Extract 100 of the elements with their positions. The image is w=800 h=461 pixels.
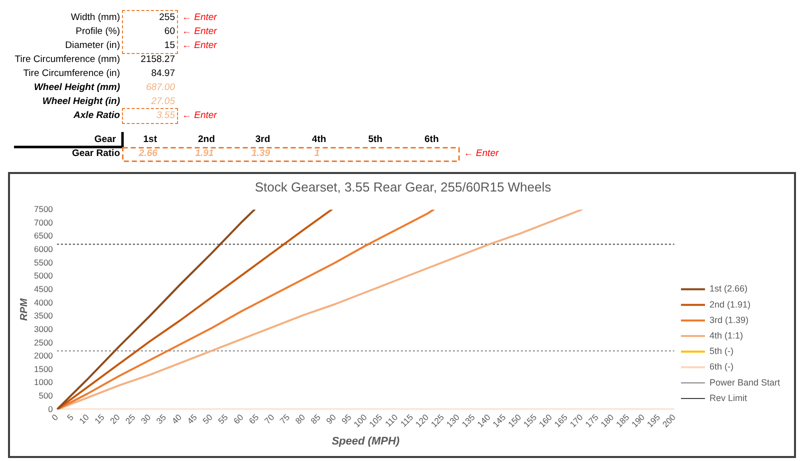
text: Wheel Height (in) [42,96,120,108]
text: 60 [164,26,175,38]
x-tick-label: 170 [568,412,586,430]
y-tick-label: 7000 [34,217,54,228]
y-tick-label: 7500 [34,204,54,214]
x-tick-label: 50 [200,412,215,426]
x-tick-label: 125 [428,412,446,430]
text: Axle Ratio [74,110,120,122]
x-tick-label: 135 [460,412,477,430]
x-tick-label: 150 [506,412,524,430]
x-tick-label: 10 [77,412,92,426]
x-tick-label: 4th [312,134,326,146]
x-tick-label: 5 [65,412,76,423]
text: Wheel Height (mm) [34,82,120,94]
x-tick-label: 90 [324,412,338,426]
text: Width (mm) [70,12,120,24]
x-tick-label: 145 [490,412,508,430]
x-tick-label: 180 [598,412,616,430]
text: ← Enter [464,148,499,160]
y-tick-label: 4500 [34,284,54,294]
y-tick-label: 5000 [34,270,54,281]
x-tick-label: 55 [216,412,230,426]
x-tick-label: 175 [583,412,600,430]
text: Profile (%) [76,26,120,38]
y-tick-label: 3500 [34,310,54,321]
x-tick-label: 110 [382,412,400,429]
x-tick-label: 30 [138,412,153,426]
x-tick-label: 35 [154,412,168,426]
legend-label: Rev Limit [709,392,748,403]
chart-title: Stock Gearset, 3.55 Rear Gear, 255/60R15 Wheels [254,179,552,194]
y-tick-label: 5500 [34,257,54,268]
x-tick-label: 70 [262,412,276,426]
x-tick-label: 60 [231,412,246,426]
y-tick-label: 6000 [34,244,54,254]
text: Tire Circumference (in) [23,68,120,80]
y-tick-label: 4000 [34,297,54,308]
x-tick-label: 1st [143,134,158,146]
x-tick-label: 185 [614,412,632,430]
text: Tire Circumference (mm) [14,54,120,66]
data-label: 1 [314,148,320,160]
x-tick-label: 2nd [198,134,215,146]
data-label: 1.39 [252,148,270,160]
y-tick-label: 2000 [34,350,54,361]
x-tick-label: 75 [278,412,292,426]
x-tick-label: 195 [644,412,662,430]
text: ← Enter [182,26,217,38]
y-tick-label: Gear Ratio [72,148,120,160]
x-axis-title: Speed (MPH) [332,435,400,448]
x-tick-label: 3rd [255,134,270,146]
y-tick-label: 6500 [34,230,54,241]
x-tick-label: 140 [475,412,492,430]
y-tick-label: 500 [38,390,54,401]
x-tick-label: 155 [521,412,539,430]
x-tick-label: 120 [413,412,431,430]
x-tick-label: 6th [424,134,439,146]
x-tick-label: 130 [444,412,462,430]
x-tick-label: 105 [367,412,384,430]
text: 27.05 [151,96,175,108]
x-tick-label: 190 [629,412,647,430]
text: Diameter (in) [65,40,120,52]
y-tick-label: 1500 [34,364,54,374]
x-tick-label: 65 [246,412,261,426]
y-tick-label: 3000 [34,324,54,334]
text: ← Enter [182,110,217,122]
x-tick-label: 115 [398,412,416,429]
text: 15 [164,40,175,52]
text: 2158.27 [140,54,175,66]
x-tick-label: 80 [293,412,308,426]
x-tick-label: 25 [123,412,138,426]
text: 255 [159,12,175,24]
y-tick-label: 2500 [34,337,54,348]
legend-label: 5th (-) [709,346,734,356]
legend-label: 1st (2.66) [709,284,748,294]
y-tick-label: 1000 [34,377,54,388]
x-tick-label: 0 [50,412,60,423]
x-tick-label: 95 [340,412,354,426]
text: ← Enter [182,12,217,24]
x-axis-title: Gear [94,134,116,146]
data-label: 2.66 [138,148,158,160]
x-tick-label: 85 [308,412,323,426]
text: 3.55 [156,110,175,122]
x-tick-label: 5th [368,134,382,146]
legend-label: 2nd (1.91) [709,299,750,310]
x-tick-label: 160 [536,412,554,430]
legend-label: 4th (1:1) [709,330,743,341]
x-tick-label: 15 [92,412,106,426]
x-tick-label: 20 [108,412,122,426]
legend-label: 6th (-) [709,362,734,372]
x-tick-label: 165 [552,412,570,430]
y-axis-title: RPM [18,298,30,321]
y-tick-label: 0 [48,404,54,414]
x-tick-label: 200 [660,412,678,430]
text: ← Enter [182,40,217,52]
legend-label: 3rd (1.39) [709,314,748,325]
x-tick-label: 45 [185,412,200,426]
text: 687.00 [146,82,175,94]
x-tick-label: 40 [170,412,184,426]
x-tick-label: 100 [352,412,369,430]
data-label: 1.91 [195,148,214,160]
text: 84.97 [151,68,175,80]
